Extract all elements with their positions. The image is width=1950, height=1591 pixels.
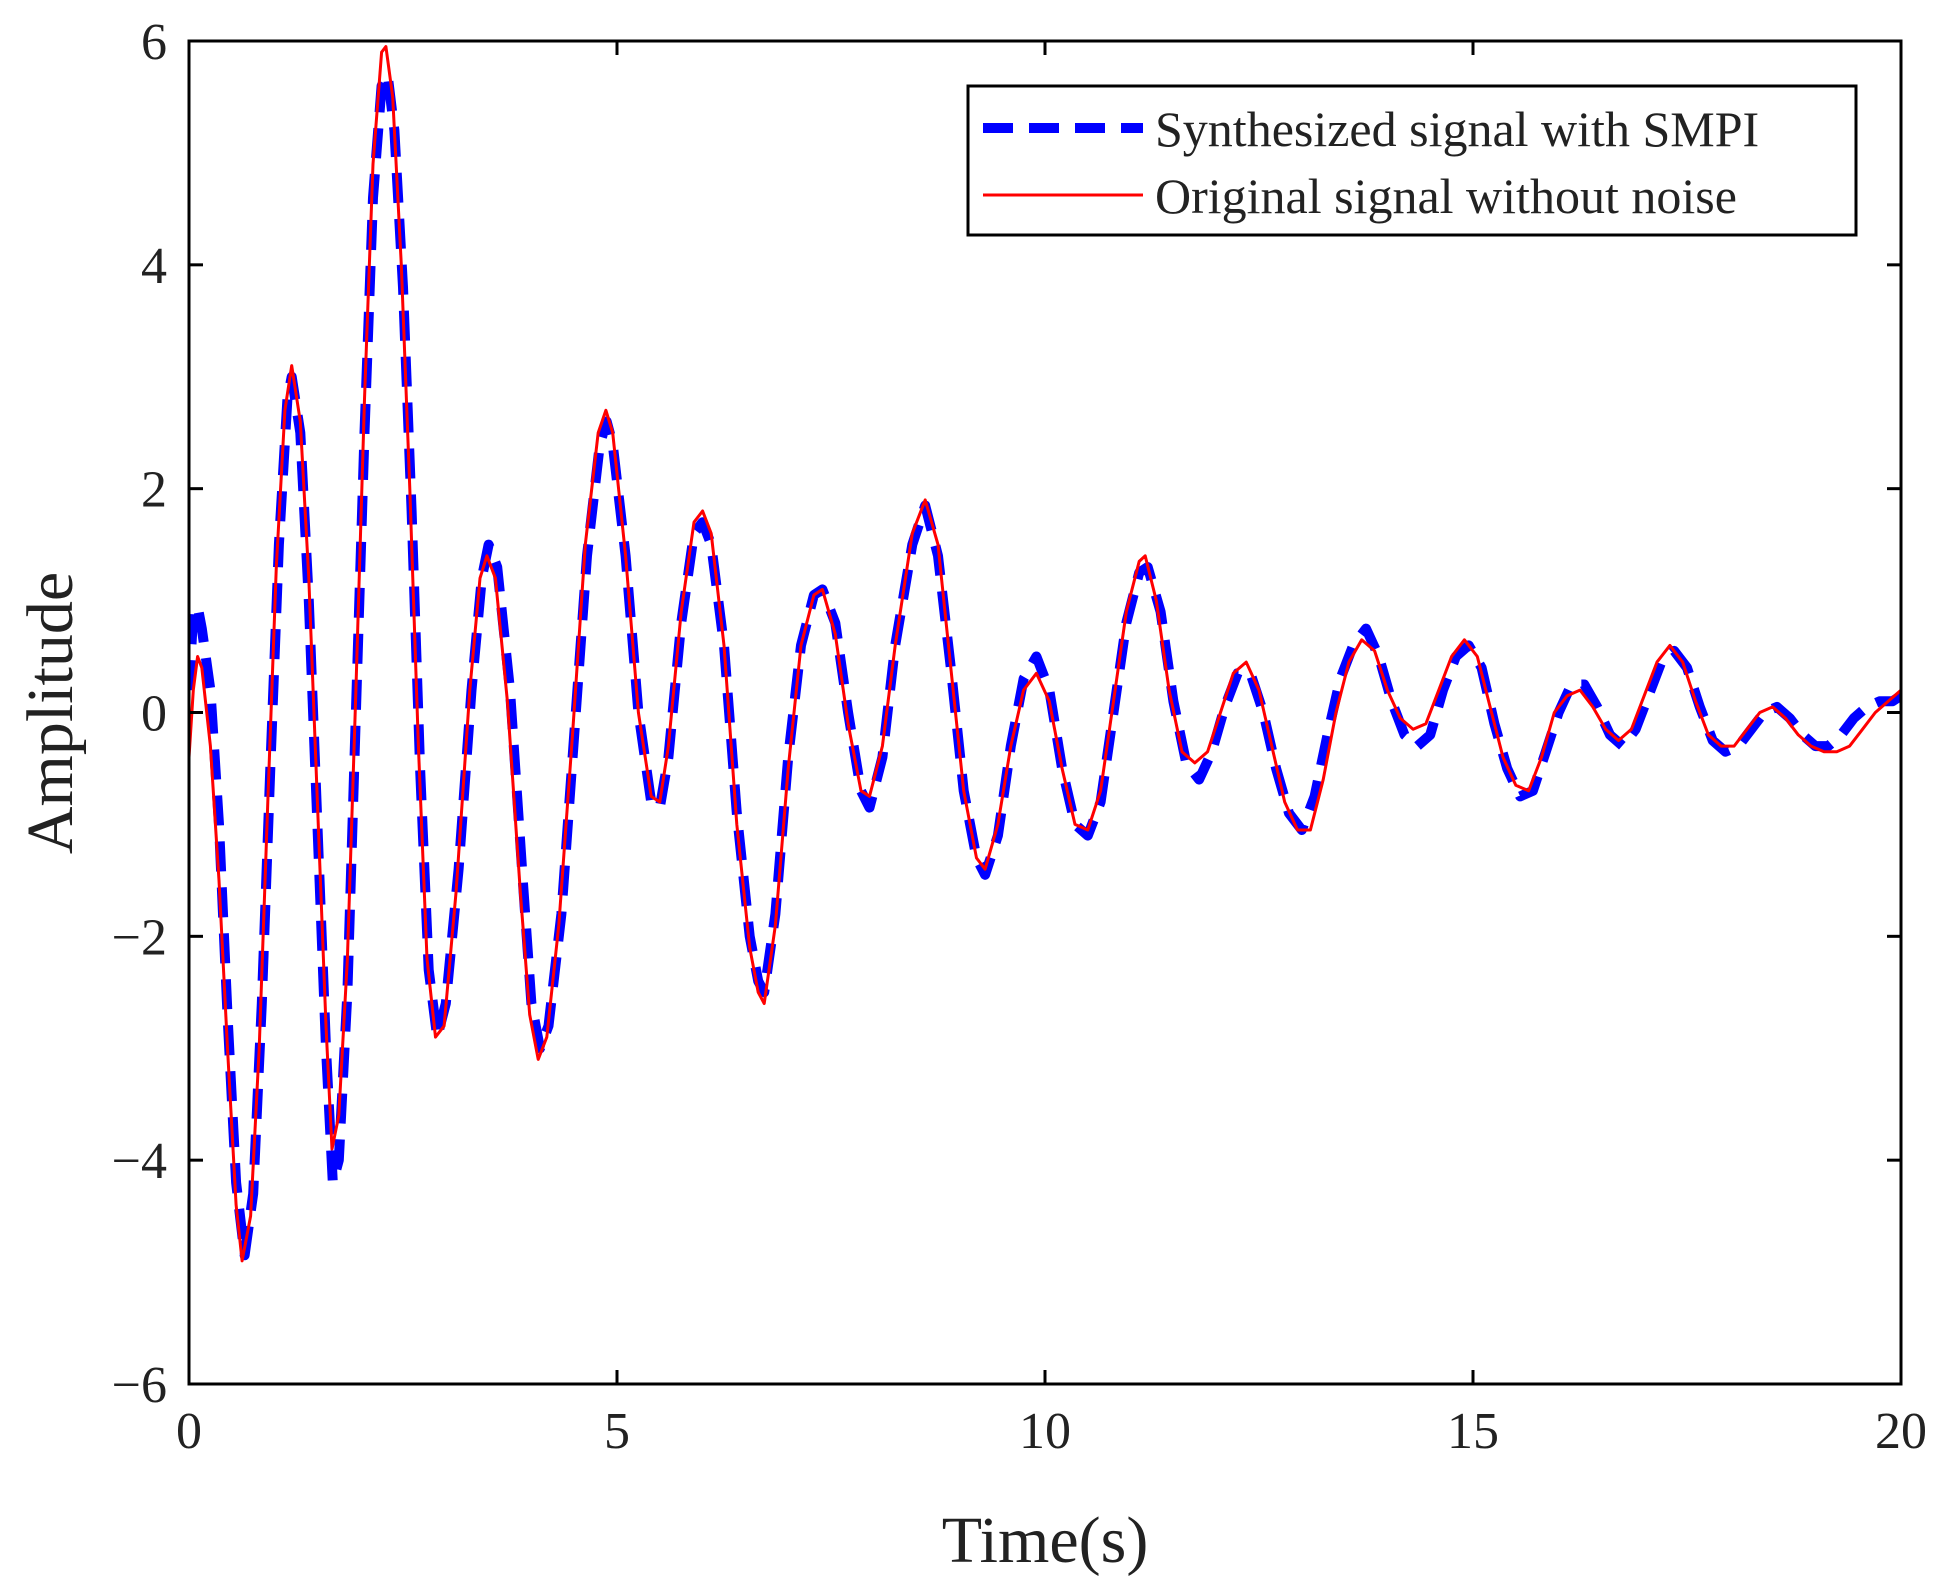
x-axis-title: Time(s) bbox=[942, 1504, 1149, 1577]
legend: Synthesized signal with SMPI Original si… bbox=[966, 84, 1858, 237]
series-layer bbox=[189, 45, 1901, 1263]
y-tick-label: 4 bbox=[141, 238, 167, 295]
x-tick-label: 5 bbox=[604, 1403, 630, 1460]
y-tick-label: −6 bbox=[112, 1357, 167, 1414]
y-axis-ticks: −6 −4 −2 0 2 4 6 bbox=[112, 14, 1901, 1414]
y-tick-label: 2 bbox=[141, 462, 167, 519]
x-tick-label: 10 bbox=[1019, 1403, 1071, 1460]
legend-label-synthesized: Synthesized signal with SMPI bbox=[1155, 101, 1759, 157]
x-tick-label: 15 bbox=[1447, 1403, 1499, 1460]
x-axis-ticks: 0 5 10 15 20 bbox=[176, 41, 1927, 1460]
x-tick-label: 0 bbox=[176, 1403, 202, 1460]
series-line-original bbox=[189, 45, 1901, 1263]
x-tick-label: 20 bbox=[1875, 1403, 1927, 1460]
y-tick-label: 0 bbox=[141, 686, 167, 743]
y-tick-label: −2 bbox=[112, 909, 167, 966]
legend-box bbox=[966, 84, 1858, 237]
y-tick-label: −4 bbox=[112, 1133, 167, 1190]
y-axis-title: Amplitude bbox=[14, 572, 87, 854]
legend-label-original: Original signal without noise bbox=[1155, 168, 1737, 224]
y-tick-label: 6 bbox=[141, 14, 167, 71]
